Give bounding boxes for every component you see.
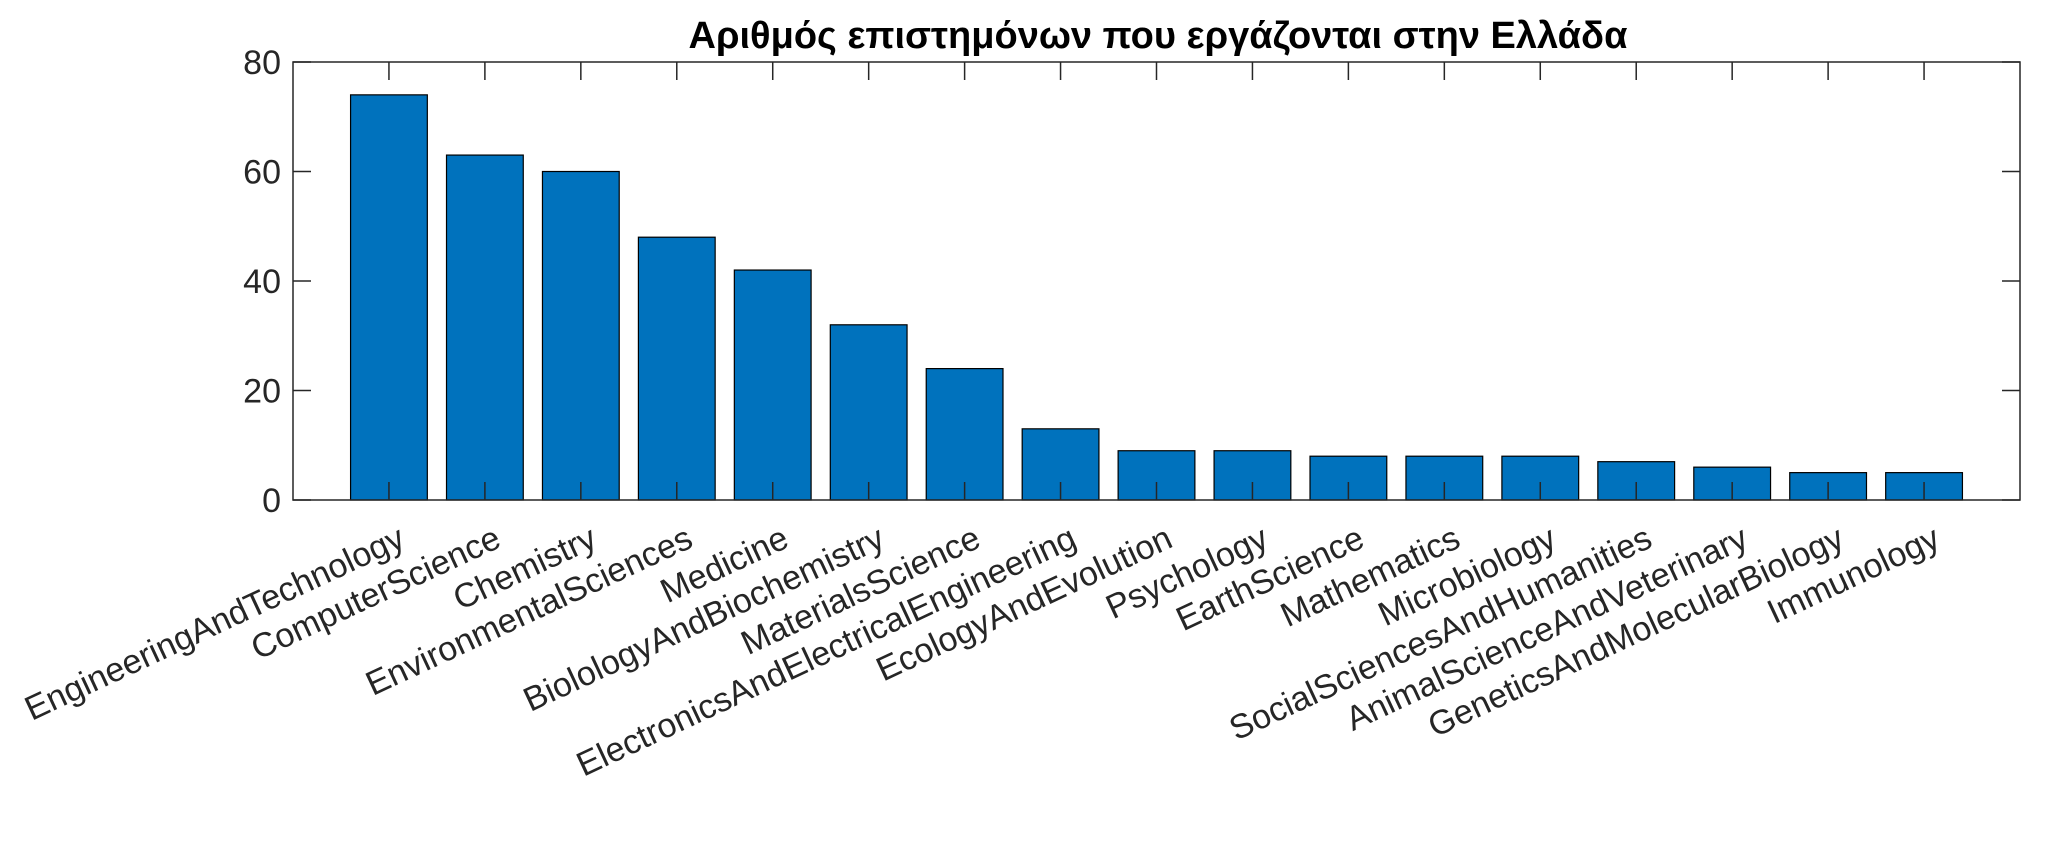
chart-title: Αριθμός επιστημόνων που εργάζονται στην … [689, 15, 1628, 57]
bar-Chemistry [541, 170, 620, 501]
bar-Psychology [1213, 450, 1292, 501]
bars-layer [349, 94, 1964, 501]
y-axis: 0 20 40 60 80 [243, 44, 2020, 520]
y-tick-label: 20 [243, 373, 281, 411]
bar-Medicine [733, 269, 812, 501]
y-tick-label: 40 [243, 263, 281, 301]
y-tick-label: 80 [243, 44, 281, 82]
bar-EnvironmentalSciences [637, 236, 716, 501]
y-tick-label: 60 [243, 154, 281, 192]
bar-ComputerScience [445, 154, 524, 501]
y-tick-label: 0 [262, 482, 281, 520]
bar-MaterialsScience [925, 368, 1004, 501]
bar-EngineeringAndTechnology [349, 94, 428, 501]
bar-BiolologyAndBiochemistry [829, 324, 908, 501]
